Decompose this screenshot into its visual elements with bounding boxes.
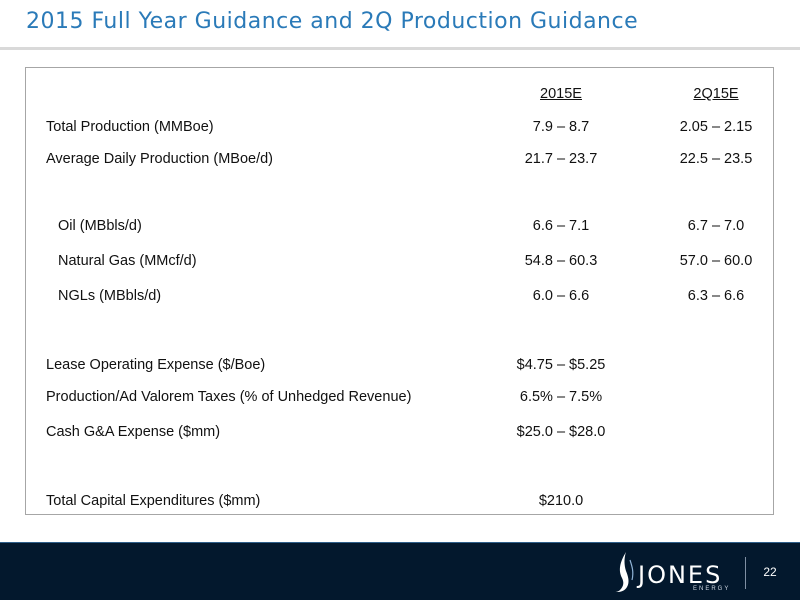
table-row: Total Capital Expenditures ($mm) $210.0: [26, 488, 773, 514]
footer-top-line: [0, 542, 800, 543]
row-value-2015e: 21.7 – 23.7: [524, 151, 598, 167]
row-label: NGLs (MBbls/d): [58, 288, 162, 304]
row-label: Total Production (MMBoe): [46, 119, 214, 135]
row-value-2q15e: 6.3 – 6.6: [687, 288, 745, 304]
table-row: Average Daily Production (MBoe/d) 21.7 –…: [26, 146, 773, 172]
row-value-2015e: 6.0 – 6.6: [532, 288, 590, 304]
row-label: Lease Operating Expense ($/Boe): [46, 357, 266, 373]
row-value-2015e: $210.0: [538, 493, 584, 509]
row-value-2015e: 6.6 – 7.1: [532, 218, 590, 234]
logo-subtext: ENERGY: [693, 586, 731, 592]
row-value-2q15e: 57.0 – 60.0: [679, 253, 753, 269]
row-label: Production/Ad Valorem Taxes (% of Unhedg…: [46, 389, 412, 405]
logo-wordmark: JONES: [638, 561, 723, 589]
row-value-2q15e: 6.7 – 7.0: [687, 218, 745, 234]
row-value-2015e: 6.5% – 7.5%: [519, 389, 603, 405]
table-row: Production/Ad Valorem Taxes (% of Unhedg…: [26, 384, 773, 410]
table-row: Total Production (MMBoe) 7.9 – 8.7 2.05 …: [26, 114, 773, 140]
column-header-2q15e: 2Q15E: [693, 86, 739, 102]
footer-divider: [745, 557, 746, 589]
table-row: Lease Operating Expense ($/Boe) $4.75 – …: [26, 352, 773, 378]
table-row: Cash G&A Expense ($mm) $25.0 – $28.0: [26, 419, 773, 445]
table-row: NGLs (MBbls/d) 6.0 – 6.6 6.3 – 6.6: [26, 283, 773, 309]
row-label: Oil (MBbls/d): [58, 218, 142, 234]
row-value-2015e: 7.9 – 8.7: [532, 119, 590, 135]
page-number: 22: [763, 565, 777, 579]
footer-bar: [0, 542, 800, 600]
row-label: Total Capital Expenditures ($mm): [46, 493, 261, 509]
row-value-2015e: $25.0 – $28.0: [516, 424, 606, 440]
row-value-2015e: 54.8 – 60.3: [524, 253, 598, 269]
table-row: Oil (MBbls/d) 6.6 – 7.1 6.7 – 7.0: [26, 213, 773, 239]
title-divider: [0, 47, 800, 50]
table-row: Natural Gas (MMcf/d) 54.8 – 60.3 57.0 – …: [26, 248, 773, 274]
row-value-2q15e: 22.5 – 23.5: [679, 151, 753, 167]
row-value-2q15e: 2.05 – 2.15: [679, 119, 753, 135]
row-label: Natural Gas (MMcf/d): [58, 253, 197, 269]
guidance-table: 2015E 2Q15E Total Production (MMBoe) 7.9…: [25, 67, 774, 515]
row-label: Average Daily Production (MBoe/d): [46, 151, 274, 167]
row-value-2015e: $4.75 – $5.25: [516, 357, 606, 373]
slide-title: 2015 Full Year Guidance and 2Q Productio…: [26, 9, 639, 34]
jones-energy-logo-icon: [614, 552, 634, 592]
row-label: Cash G&A Expense ($mm): [46, 424, 221, 440]
table-header-row: 2015E 2Q15E: [26, 81, 773, 107]
column-header-2015e: 2015E: [540, 86, 582, 102]
